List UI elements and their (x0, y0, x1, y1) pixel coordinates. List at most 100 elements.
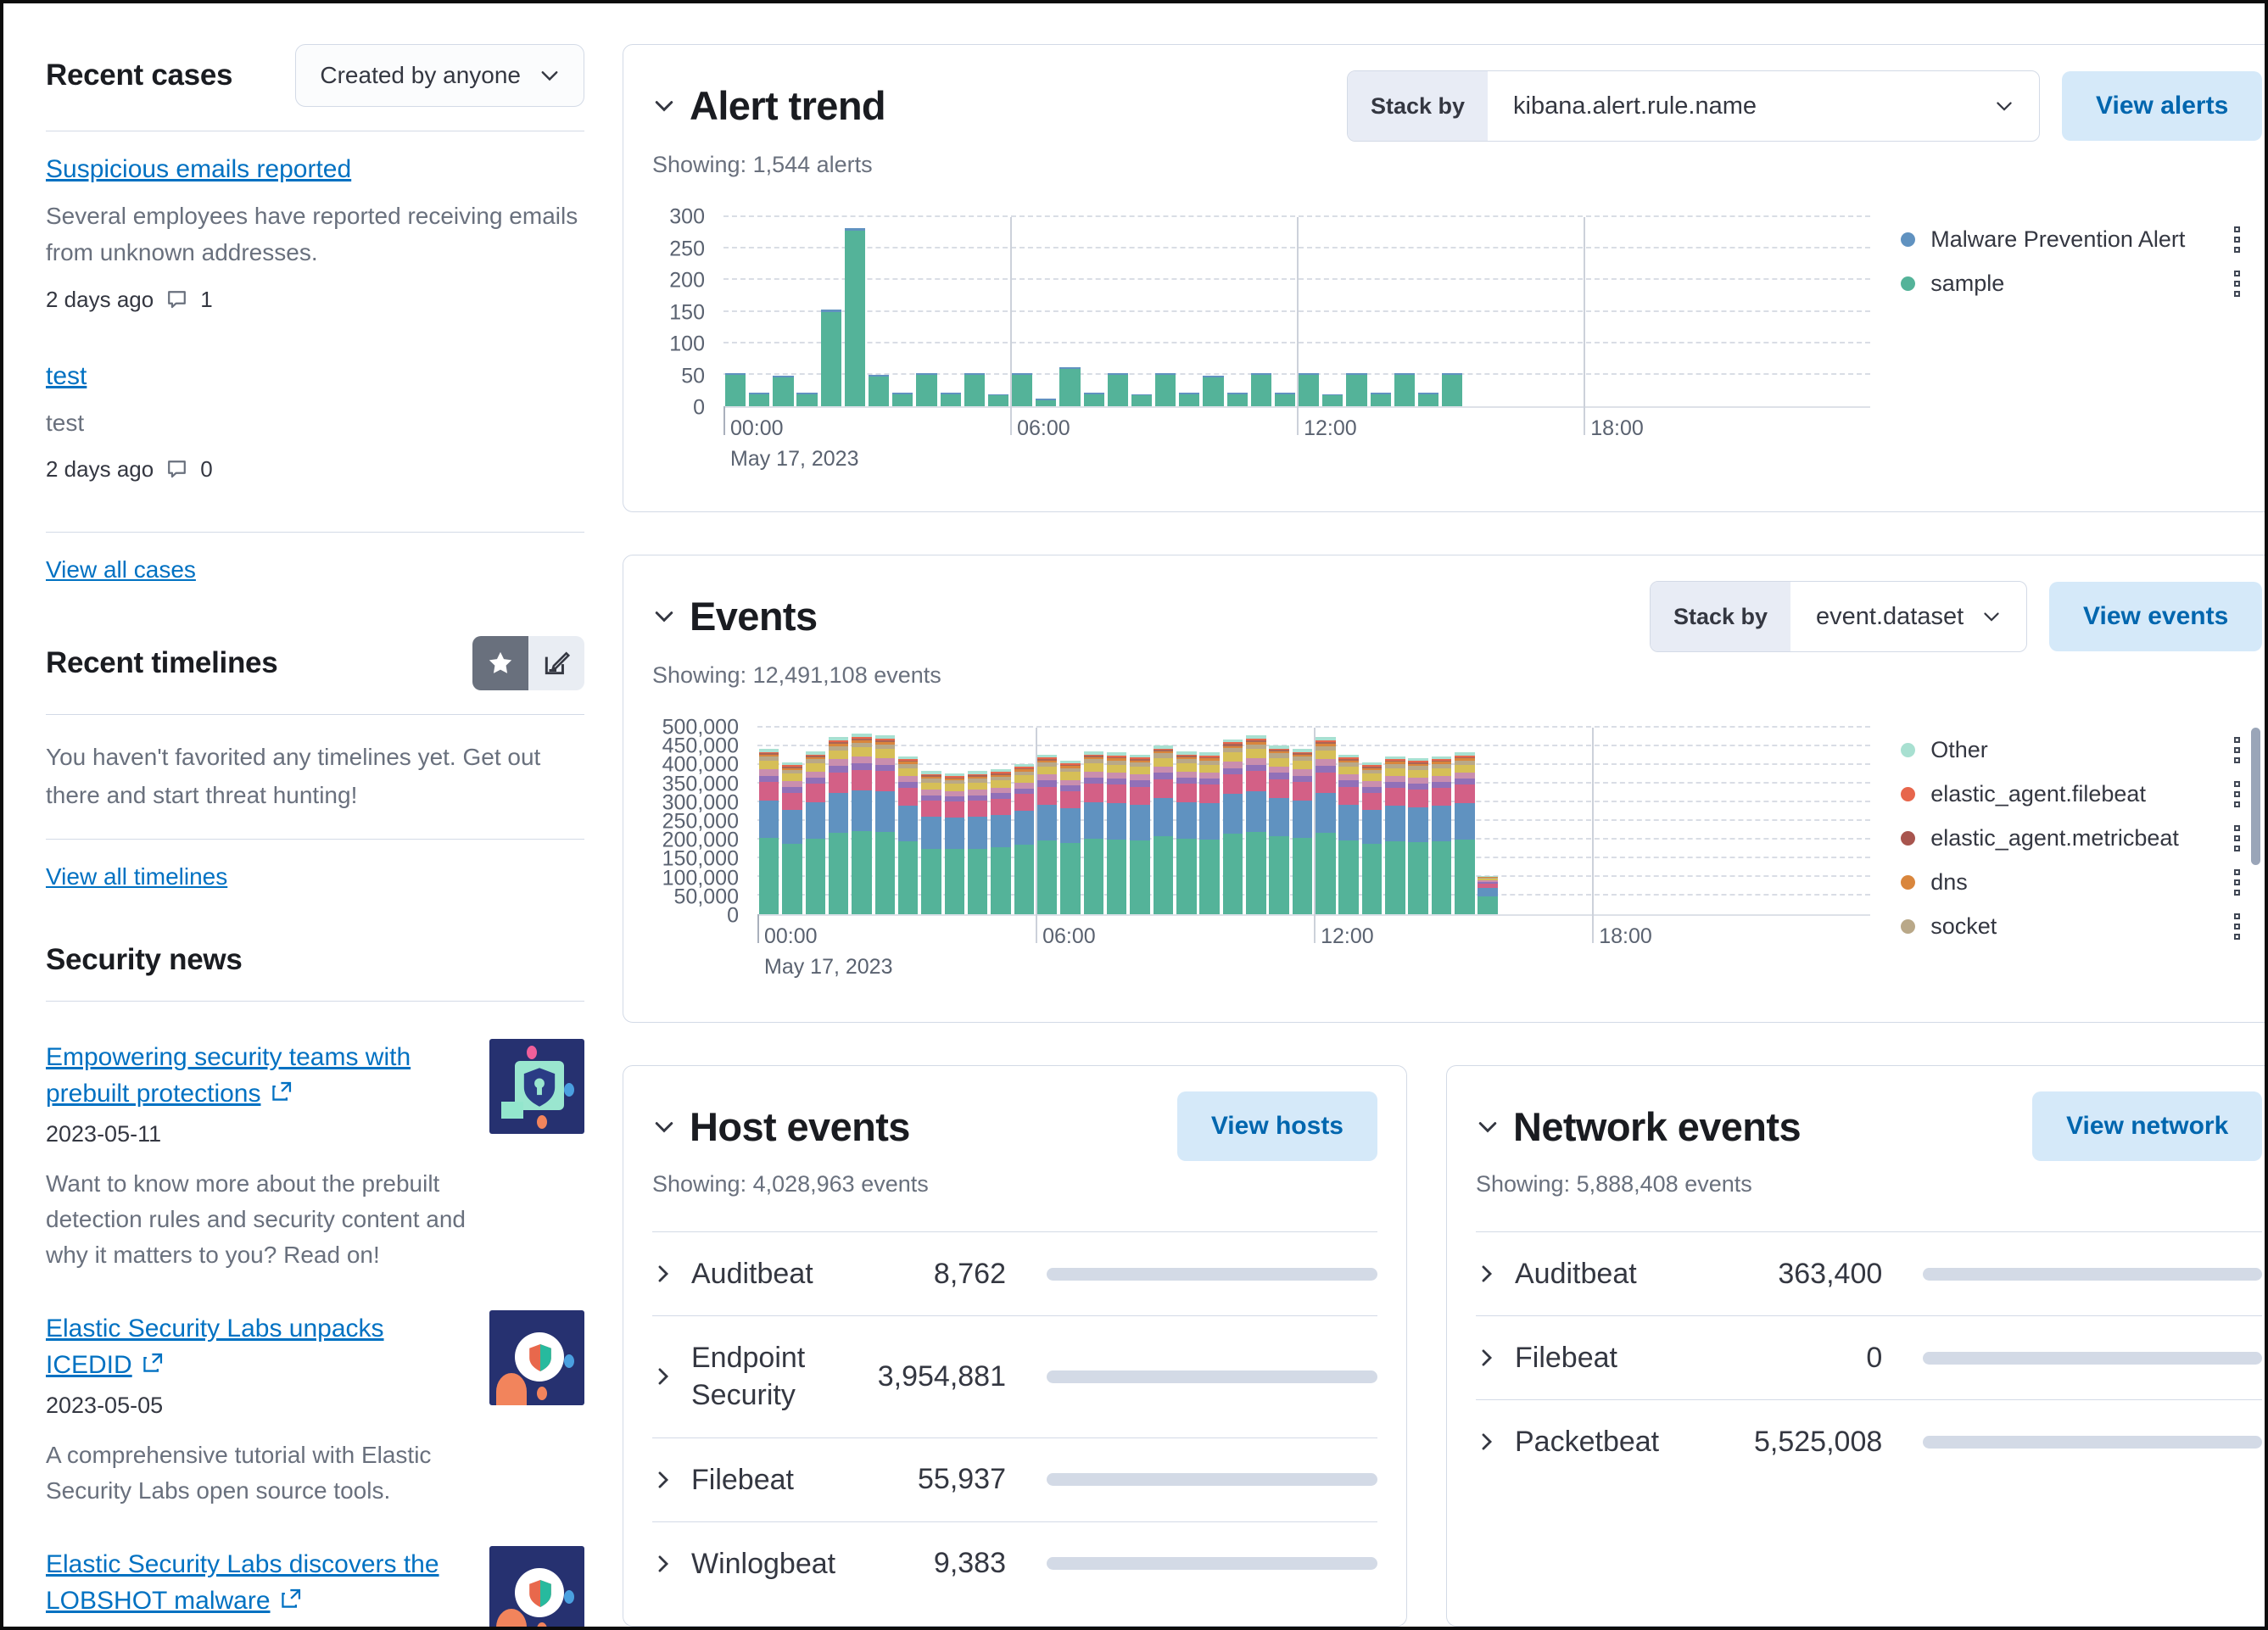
bar[interactable] (1299, 372, 1320, 406)
bar[interactable] (782, 762, 802, 914)
bar[interactable] (991, 769, 1011, 914)
bar[interactable] (987, 394, 1009, 406)
view-alerts-button[interactable]: View alerts (2062, 71, 2263, 141)
chevron-right-icon[interactable] (1476, 1347, 1498, 1369)
bar[interactable] (1274, 393, 1296, 406)
bar[interactable] (1385, 756, 1405, 914)
chevron-right-icon[interactable] (652, 1365, 674, 1387)
bar[interactable] (1155, 372, 1176, 406)
bar[interactable] (1246, 735, 1266, 914)
chevron-right-icon[interactable] (1476, 1263, 1498, 1285)
bar[interactable] (1346, 372, 1367, 406)
legend-item[interactable]: dns (1901, 860, 2262, 904)
events-stack-by-select[interactable]: event.dataset (1790, 582, 2026, 651)
view-hosts-button[interactable]: View hosts (1176, 1091, 1377, 1161)
bar[interactable] (967, 771, 988, 914)
legend-item[interactable]: socket (1901, 904, 2262, 948)
bar[interactable] (828, 737, 849, 914)
news-thumbnail[interactable] (489, 1545, 584, 1627)
legend-actions-icon[interactable] (2234, 224, 2241, 254)
bar[interactable] (1036, 754, 1058, 914)
chevron-right-icon[interactable] (652, 1469, 674, 1491)
table-row[interactable]: Endpoint Security 3,954,881 (652, 1315, 1377, 1437)
bar[interactable] (897, 756, 919, 914)
bar[interactable] (1316, 737, 1336, 914)
bar[interactable] (796, 393, 818, 406)
collapse-chevron-icon[interactable] (652, 605, 676, 628)
bar[interactable] (1131, 394, 1153, 406)
bar[interactable] (1442, 372, 1463, 406)
bar[interactable] (940, 393, 961, 406)
view-events-button[interactable]: View events (2049, 582, 2263, 651)
legend-actions-icon[interactable] (2234, 268, 2241, 299)
cases-filter-dropdown[interactable]: Created by anyone (295, 44, 584, 107)
chevron-right-icon[interactable] (652, 1263, 674, 1285)
bar[interactable] (773, 375, 794, 406)
table-row[interactable]: Auditbeat 8,762 (652, 1231, 1377, 1315)
bar[interactable] (964, 372, 985, 406)
bar[interactable] (869, 374, 890, 406)
bar[interactable] (1130, 754, 1150, 914)
bar[interactable] (1338, 754, 1359, 914)
bar[interactable] (1012, 372, 1033, 406)
bar[interactable] (874, 735, 896, 914)
bar[interactable] (1176, 751, 1197, 914)
bar[interactable] (1322, 394, 1343, 406)
bar[interactable] (1199, 752, 1220, 914)
bar[interactable] (758, 749, 779, 914)
table-row[interactable]: Packetbeat 5,525,008 (1476, 1399, 2263, 1483)
legend-item[interactable]: elastic_agent.metricbeat (1901, 816, 2262, 860)
news-thumbnail[interactable] (489, 1038, 584, 1134)
legend-actions-icon[interactable] (2234, 779, 2241, 809)
bar[interactable] (1394, 372, 1415, 406)
table-row[interactable]: Winlogbeat 9,383 (652, 1521, 1377, 1605)
bar[interactable] (1222, 739, 1243, 914)
bar[interactable] (1153, 745, 1174, 914)
bar[interactable] (916, 372, 937, 406)
bar[interactable] (805, 751, 826, 914)
collapse-chevron-icon[interactable] (1476, 1115, 1500, 1139)
bar[interactable] (921, 771, 941, 914)
case-link[interactable]: Suspicious emails reported (46, 155, 352, 183)
bar[interactable] (944, 773, 965, 914)
news-thumbnail[interactable] (489, 1309, 584, 1405)
bar[interactable] (1036, 399, 1057, 406)
bar[interactable] (1417, 393, 1439, 406)
bar[interactable] (852, 733, 872, 914)
view-all-timelines-link[interactable]: View all timelines (46, 862, 228, 890)
bar[interactable] (749, 393, 770, 406)
bar[interactable] (1106, 752, 1127, 914)
legend-actions-icon[interactable] (2234, 734, 2241, 765)
view-network-button[interactable]: View network (2032, 1091, 2263, 1161)
bar[interactable] (1060, 760, 1081, 914)
bar[interactable] (1478, 875, 1498, 914)
bar[interactable] (1203, 375, 1224, 406)
bar[interactable] (724, 372, 746, 406)
news-link[interactable]: Elastic Security Labs discovers the LOBS… (46, 1549, 439, 1616)
legend-item[interactable]: Other (1901, 728, 2262, 772)
legend-actions-icon[interactable] (2234, 867, 2241, 897)
bar[interactable] (1014, 763, 1035, 914)
bar[interactable] (844, 227, 866, 406)
bar[interactable] (1361, 762, 1383, 914)
bar[interactable] (1250, 372, 1271, 406)
news-link[interactable]: Empowering security teams with prebuilt … (46, 1042, 411, 1108)
legend-actions-icon[interactable] (2234, 823, 2241, 853)
bar[interactable] (1370, 393, 1391, 406)
table-row[interactable]: Filebeat 55,937 (652, 1437, 1377, 1521)
legend-item[interactable]: Malware Prevention Alert (1901, 217, 2262, 261)
bar[interactable] (1455, 752, 1475, 914)
collapse-chevron-icon[interactable] (652, 1115, 676, 1139)
bar[interactable] (1179, 393, 1200, 406)
bar[interactable] (892, 393, 913, 406)
view-all-cases-link[interactable]: View all cases (46, 556, 196, 583)
bar[interactable] (820, 309, 841, 406)
edit-timelines-button[interactable] (528, 636, 584, 691)
bar[interactable] (1059, 366, 1081, 406)
legend-actions-icon[interactable] (2234, 911, 2241, 941)
chevron-right-icon[interactable] (652, 1553, 674, 1575)
bar[interactable] (1083, 751, 1104, 914)
bar[interactable] (1083, 393, 1104, 406)
bar[interactable] (1226, 393, 1248, 406)
case-link[interactable]: test (46, 361, 87, 390)
